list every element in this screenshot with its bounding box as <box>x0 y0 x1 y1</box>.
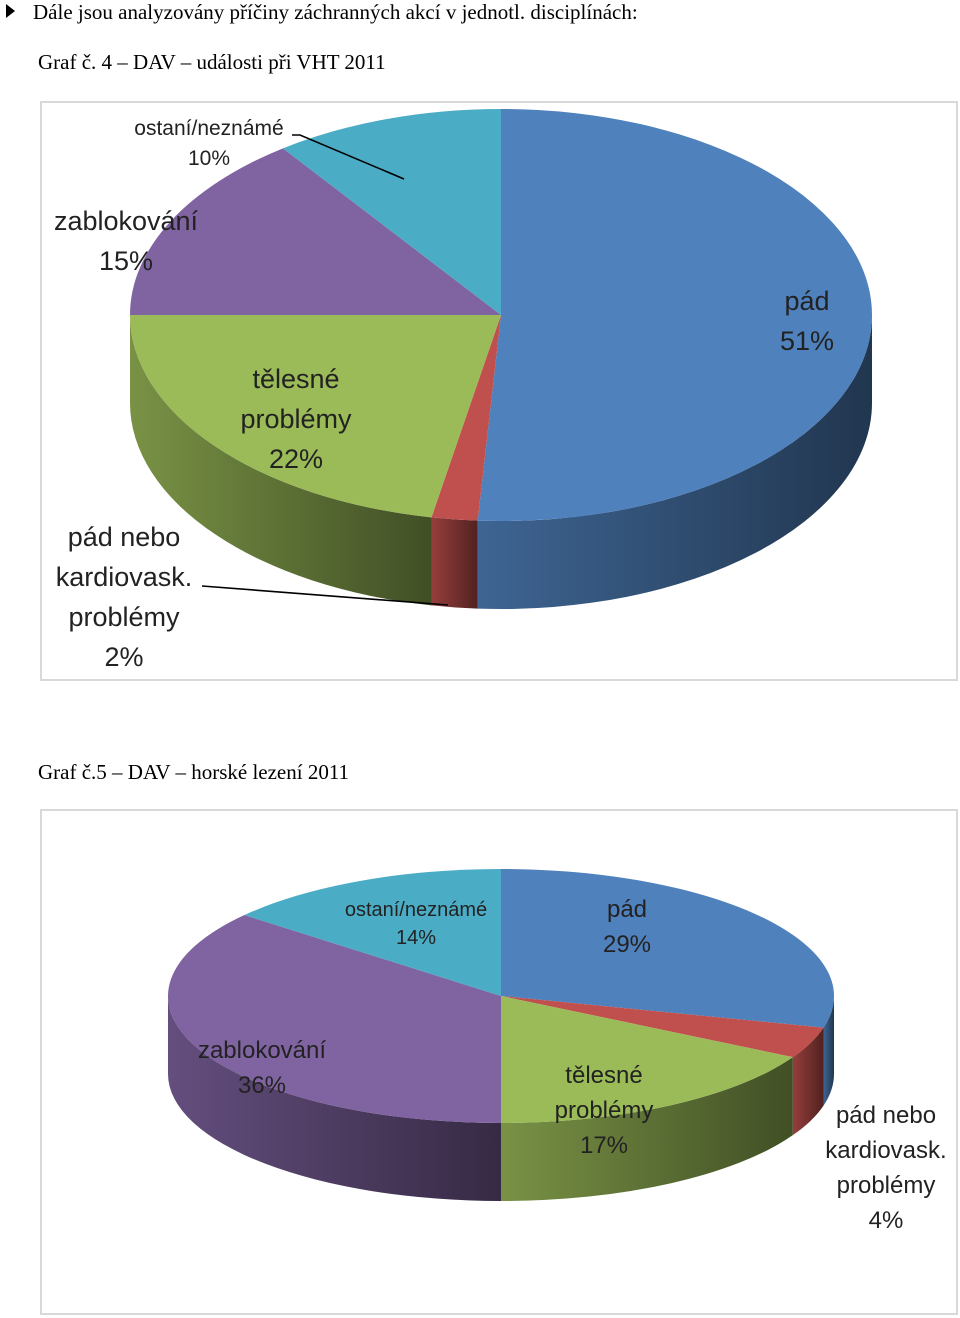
slice-label-zablokovani: zablokování 36% <box>198 1037 326 1099</box>
pie-slice-ostani <box>244 869 502 996</box>
pie-slice-pad_nebo <box>431 315 501 521</box>
chart2-pie: pád 29% pád nebo kardiovask. problémy 4% těles… <box>168 869 947 1234</box>
pie-slice-side-pad_nebo <box>792 1027 824 1136</box>
bullet-arrow-icon <box>6 4 15 18</box>
chart1-pie: pád 51% pád nebo kardiovask. problémy 2% těles… <box>54 109 872 672</box>
chart2-caption: Graf č.5 – DAV – horské lezení 2011 <box>38 760 350 784</box>
chart1-caption: Graf č. 4 – DAV – události při VHT 2011 <box>38 50 386 74</box>
pie-slice-telesne <box>130 315 501 518</box>
pie-slice-side-zablokovani <box>168 996 501 1201</box>
slice-label-pad: pád 29% <box>603 896 651 958</box>
leader-line-ostani <box>292 134 405 180</box>
pie-slice-zablokovani <box>168 915 501 1123</box>
slice-label-telesne: tělesné problémy 17% <box>555 1062 654 1159</box>
pie-slice-side-pad <box>477 315 872 609</box>
slice-label-telesne: tělesné problémy 22% <box>240 364 352 474</box>
pie-slice-side-pad_nebo <box>431 517 478 609</box>
slice-label-ostani: ostaní/neznámé 14% <box>345 899 487 949</box>
slice-label-pad_nebo: pád nebo kardiovask. problémy 4% <box>825 1102 946 1234</box>
pie-slice-pad <box>477 109 872 521</box>
slice-label-pad: pád 51% <box>780 286 834 356</box>
pie-slice-telesne <box>501 996 793 1123</box>
pie-slice-side-telesne <box>130 315 432 606</box>
intro-text: Dále jsou analyzovány příčiny záchrannýc… <box>33 0 638 24</box>
pie-slice-side-pad <box>823 996 834 1106</box>
slice-label-ostani: ostaní/neznámé 10% <box>134 117 283 170</box>
pie-slice-zablokovani <box>130 148 501 315</box>
slice-label-zablokovani: zablokování 15% <box>54 206 199 276</box>
pie-slice-ostani <box>282 109 501 315</box>
chart2-frame: pád 29% pád nebo kardiovask. problémy 4% těles… <box>40 809 958 1315</box>
chart1-frame: pád 51% pád nebo kardiovask. problémy 2% těles… <box>40 101 958 681</box>
leader-line-pad_nebo <box>201 585 449 606</box>
slice-label-pad_nebo: pád nebo kardiovask. problémy 2% <box>56 522 193 672</box>
pie-slice-side-telesne <box>501 1057 793 1201</box>
pie-slice-pad_nebo <box>501 996 824 1058</box>
intro-line: Dále jsou analyzovány příčiny záchrannýc… <box>0 0 638 26</box>
pie-slice-pad <box>501 869 834 1028</box>
